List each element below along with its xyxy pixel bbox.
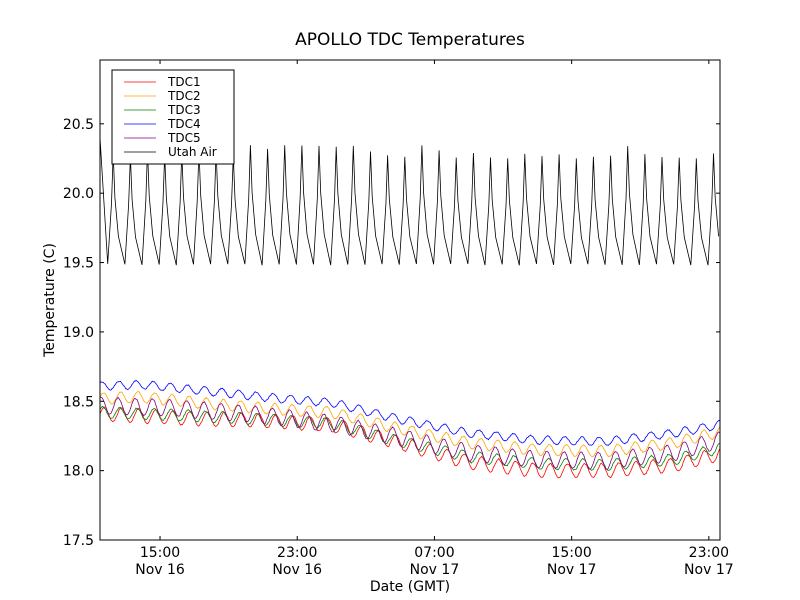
legend-label: Utah Air bbox=[168, 145, 217, 159]
legend-label: TDC1 bbox=[167, 75, 201, 89]
legend-label: TDC4 bbox=[167, 117, 201, 131]
y-tick-label: 18.5 bbox=[63, 394, 94, 410]
series-line-tdc2 bbox=[99, 391, 721, 458]
legend-label: TDC3 bbox=[167, 103, 201, 117]
y-axis-label: Temperature (C) bbox=[42, 243, 58, 358]
x-tick-label-date: Nov 17 bbox=[410, 562, 460, 578]
x-tick-label-date: Nov 16 bbox=[272, 562, 322, 578]
y-tick-label: 20.0 bbox=[63, 186, 94, 202]
plot-area bbox=[99, 137, 721, 479]
legend-label: TDC5 bbox=[167, 131, 201, 145]
x-tick-label-date: Nov 17 bbox=[547, 562, 597, 578]
x-tick-label-time: 15:00 bbox=[140, 545, 180, 561]
x-tick-label-date: Nov 17 bbox=[684, 562, 734, 578]
legend-entry: TDC4 bbox=[124, 117, 201, 131]
legend-entry: Utah Air bbox=[124, 145, 217, 159]
x-tick-label-time: 23:00 bbox=[689, 545, 729, 561]
y-tick-label: 17.5 bbox=[63, 533, 94, 549]
series-line-utah-air bbox=[99, 137, 719, 266]
legend-entry: TDC2 bbox=[124, 89, 201, 103]
legend-label: TDC2 bbox=[167, 89, 201, 103]
x-axis-label: Date (GMT) bbox=[370, 579, 450, 595]
series-line-tdc1 bbox=[99, 406, 721, 479]
plot-frame bbox=[99, 59, 721, 541]
legend-entry: TDC5 bbox=[124, 131, 201, 145]
series-line-tdc4 bbox=[99, 379, 721, 446]
legend-entry: TDC3 bbox=[124, 103, 201, 117]
x-tick-label-time: 15:00 bbox=[551, 545, 591, 561]
y-tick-label: 18.0 bbox=[63, 464, 94, 480]
x-tick-label-time: 07:00 bbox=[414, 545, 454, 561]
y-tick-label: 20.5 bbox=[63, 117, 94, 133]
series-line-tdc3 bbox=[99, 405, 721, 471]
x-tick-label-date: Nov 16 bbox=[135, 562, 185, 578]
legend-box bbox=[111, 69, 235, 165]
y-axis: 17.5 18.0 18.5 19.0 19.5 20.0 20.5 bbox=[63, 117, 720, 549]
x-tick-label-time: 23:00 bbox=[277, 545, 317, 561]
y-tick-label: 19.5 bbox=[63, 256, 94, 272]
legend-entry: TDC1 bbox=[124, 75, 201, 89]
chart-title: APOLLO TDC Temperatures bbox=[295, 30, 525, 50]
series-line-tdc5 bbox=[99, 396, 721, 470]
y-tick-label: 19.0 bbox=[63, 325, 94, 341]
